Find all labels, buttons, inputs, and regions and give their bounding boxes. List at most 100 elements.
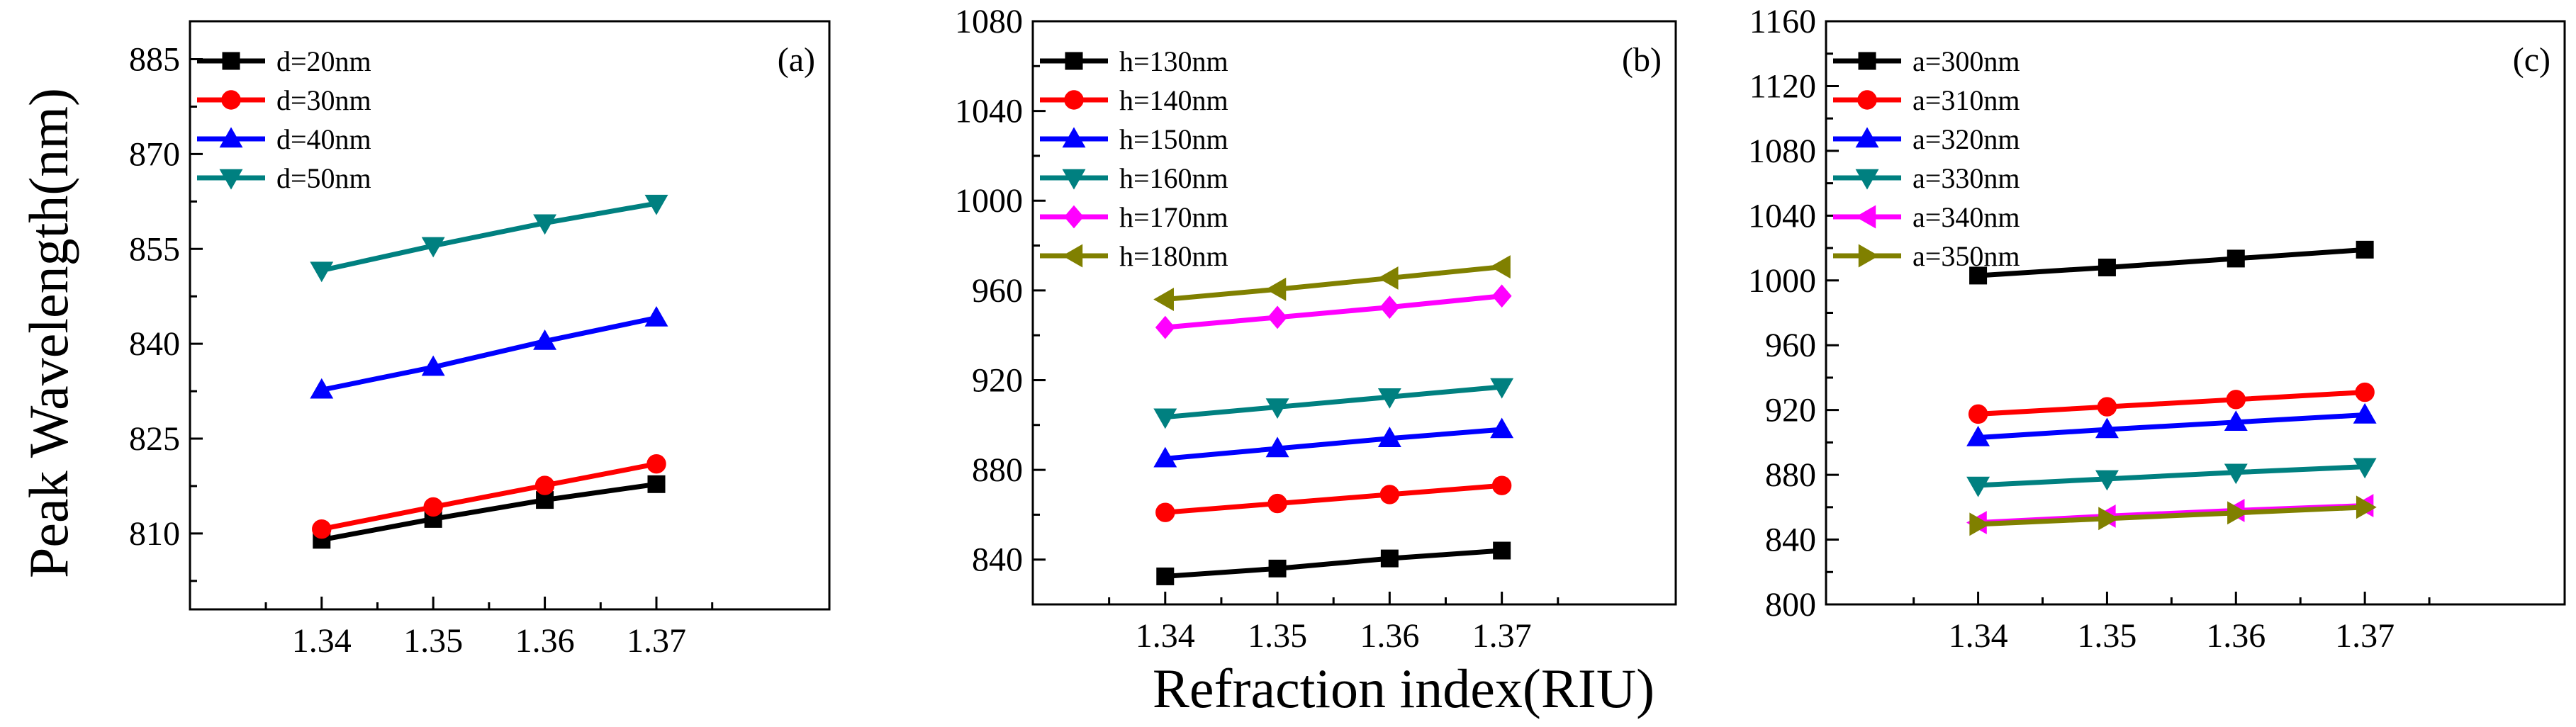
y-tick-label: 870 [129, 135, 180, 173]
y-tick-label: 825 [129, 420, 180, 458]
series-line [1978, 247, 2365, 278]
legend-marker [1065, 52, 1083, 70]
panel-2: 840 880 920 960 1000 1040 1080 1.34 1.35 1.36 1.37… [955, 3, 1677, 655]
legend-label: d=40nm [276, 123, 371, 155]
series-line [321, 315, 657, 393]
legend-marker [221, 90, 241, 110]
series-line [320, 201, 657, 274]
legend-marker [1064, 90, 1084, 110]
series-d=50nm [310, 194, 668, 283]
x-tick-label: 1.37 [627, 622, 686, 660]
panel-label: (a) [778, 41, 815, 79]
series-a=320nm [1966, 402, 2377, 446]
data-point [2355, 382, 2375, 402]
data-point [1966, 425, 1990, 446]
series-d=40nm [310, 305, 668, 399]
y-tick-label: 920 [972, 361, 1023, 399]
y-tick-label: 840 [129, 325, 180, 363]
data-point [1491, 475, 1512, 495]
data-point [1490, 255, 1511, 279]
data-point [1490, 378, 1514, 399]
series-h=160nm [1153, 378, 1514, 429]
data-point [423, 497, 443, 517]
legend-label: a=320nm [1913, 123, 2020, 155]
legend-label: h=150nm [1119, 123, 1228, 155]
series-line [1978, 412, 2365, 441]
data-point [647, 475, 666, 493]
data-point [1153, 288, 1174, 311]
x-tick-label: 1.36 [2206, 617, 2266, 655]
data-point [1493, 541, 1511, 560]
data-point [1377, 266, 1399, 290]
legend-marker [1858, 52, 1876, 70]
data-point [1265, 398, 1289, 419]
data-point [534, 475, 555, 495]
legend-label: h=180nm [1119, 240, 1228, 272]
y-tick-label: 920 [1765, 392, 1816, 429]
data-point [1156, 567, 1175, 585]
y-tick-label: 800 [1765, 586, 1816, 624]
series-line [1165, 264, 1502, 302]
data-point [2095, 470, 2119, 491]
data-point [1153, 408, 1177, 429]
legend-marker [1855, 205, 1876, 229]
data-point [1377, 427, 1401, 447]
data-point [1490, 417, 1514, 439]
x-tick-label: 1.37 [2335, 617, 2395, 655]
x-tick-label: 1.35 [2077, 617, 2137, 655]
data-point [2095, 417, 2119, 439]
data-point [1265, 277, 1287, 301]
y-tick-label: 880 [972, 451, 1023, 489]
x-tick-label: 1.35 [1248, 617, 1307, 655]
data-point [2353, 458, 2377, 479]
legend-label: h=140nm [1119, 84, 1228, 116]
legend-label: a=310nm [1913, 84, 2020, 116]
legend-label: a=300nm [1913, 45, 2020, 77]
legend-marker [222, 52, 240, 70]
data-point [310, 378, 334, 399]
legend-label: a=340nm [1913, 201, 2020, 233]
series-h=150nm [1153, 417, 1514, 468]
data-point [2356, 240, 2374, 259]
data-point [1153, 446, 1177, 468]
data-point [1491, 284, 1512, 308]
y-tick-label: 960 [1765, 327, 1816, 364]
legend-label: h=130nm [1119, 45, 1228, 77]
x-tick-label: 1.34 [1949, 617, 2008, 655]
y-tick-label: 880 [1765, 456, 1816, 494]
plot-frame [189, 20, 831, 611]
data-point [1268, 559, 1287, 577]
data-point [1968, 404, 1988, 424]
y-tick-label: 810 [129, 515, 180, 553]
series-a=310nm [1968, 382, 2375, 424]
y-tick-label: 1160 [1749, 3, 1816, 40]
data-point [421, 237, 445, 258]
x-tick-label: 1.37 [1472, 617, 1532, 655]
data-point [533, 329, 557, 350]
data-point [2353, 402, 2377, 424]
data-point [312, 519, 332, 539]
legend-marker [219, 169, 243, 190]
y-tick-label: 960 [972, 272, 1023, 310]
legend-marker [1855, 127, 1879, 148]
data-point [421, 355, 445, 376]
series-line [1978, 390, 2365, 417]
legend: d=20nm d=30nm d=40nm d=50nm [197, 45, 371, 194]
panel-label: (b) [1622, 41, 1662, 79]
series-line [321, 461, 657, 532]
data-point [1155, 502, 1175, 522]
series-line [1978, 505, 2365, 527]
series-h=170nm [1155, 284, 1512, 339]
series-h=180nm [1153, 255, 1511, 311]
data-point [1265, 436, 1289, 458]
data-point [2356, 495, 2377, 519]
legend-marker [219, 127, 243, 148]
series-h=130nm [1156, 541, 1511, 585]
legend-marker [1855, 169, 1879, 190]
legend-marker [1858, 244, 1879, 268]
data-point [2226, 390, 2246, 410]
panel-1: 810 825 840 855 870 885 1.34 1.35 1.36 1.37 d=20nm… [129, 20, 831, 660]
legend-marker [1062, 169, 1086, 190]
legend-label: h=170nm [1119, 201, 1228, 233]
data-point [1379, 295, 1400, 319]
